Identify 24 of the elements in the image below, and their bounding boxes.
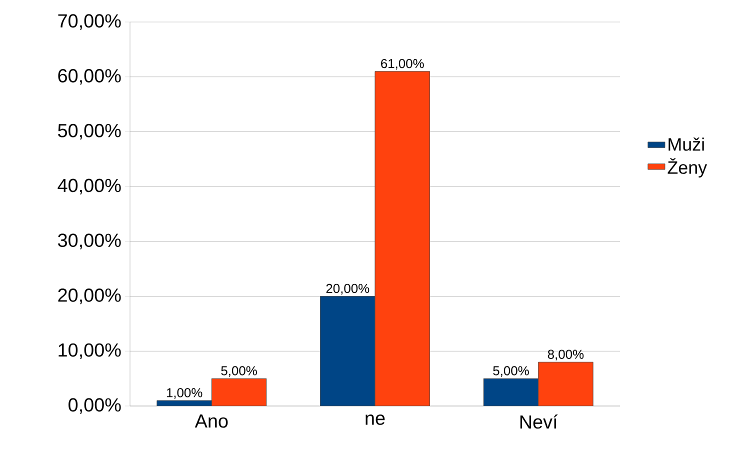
data-label: 20,00% [326,284,370,295]
y-tick-label: 50,00% [58,124,121,140]
x-tick-label: ne [366,414,385,425]
bar [538,362,594,406]
bar [374,71,430,406]
y-tick-label: 0,00% [68,398,121,414]
y-tick-label: 10,00% [58,343,121,359]
x-tick-label: Neví [520,414,558,429]
legend-label: Muži [668,138,704,151]
bar [483,378,539,406]
y-tick-label: 30,00% [58,234,121,250]
bar [320,296,376,406]
data-label: 1,00% [166,388,202,399]
x-tick-label: Ano [194,414,228,428]
legend-label: Ženy [668,158,708,178]
data-label: 8,00% [548,350,584,360]
bar [211,378,267,406]
y-tick-label: 40,00% [58,178,121,194]
y-tick-label: 60,00% [58,69,121,85]
data-label: 5,00% [493,366,529,377]
data-label: 5,00% [221,366,257,377]
y-tick-label: 70,00% [58,14,121,30]
data-label: 61,00% [381,58,424,70]
y-tick-label: 20,00% [58,288,121,304]
